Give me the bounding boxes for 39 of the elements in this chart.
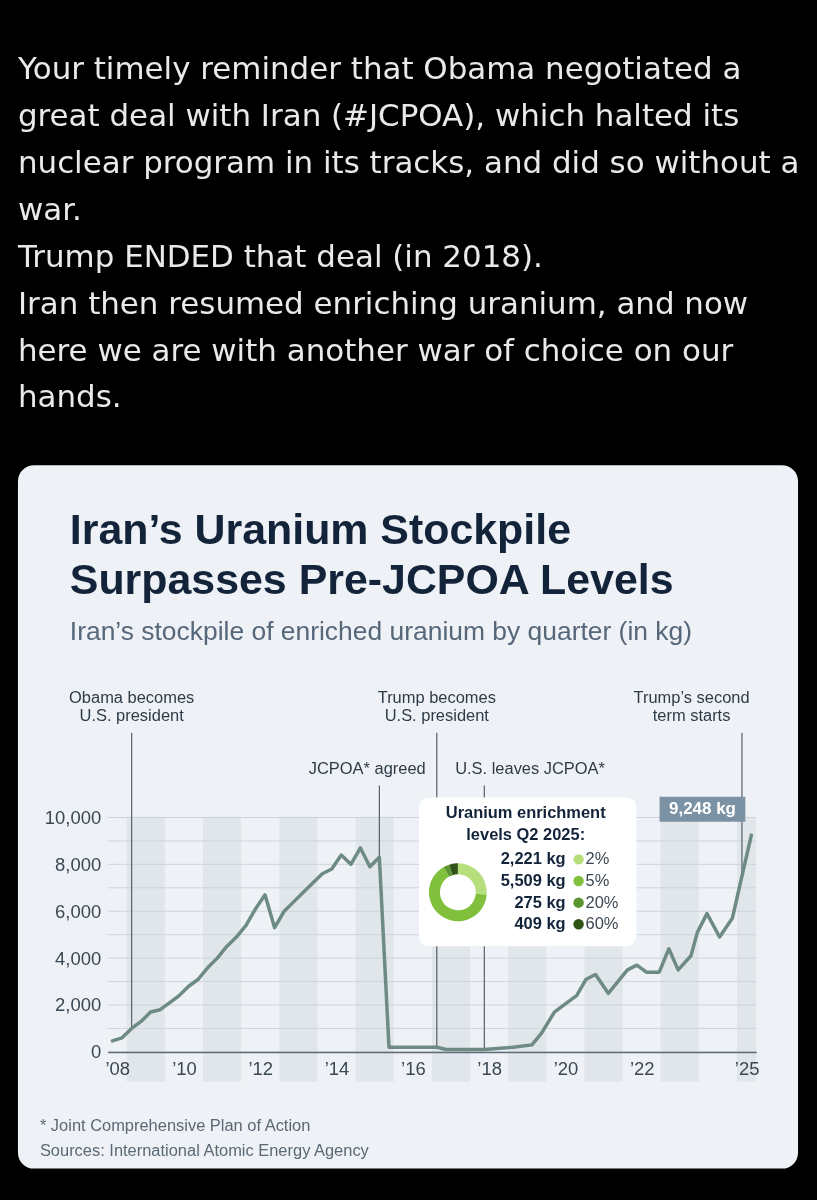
chart-title: Uranium enrichment levels Q2 2025: — [445, 803, 607, 844]
legend-label: 60% — [585, 914, 619, 933]
legend-label: 5% — [585, 871, 610, 889]
x-tick-label: ’18 — [477, 1058, 502, 1080]
donut-slice — [428, 867, 487, 922]
y-tick-label: 10,000 — [44, 806, 102, 828]
text: Your timely reminder that Obama negotiated a great deal with Iran (#JCPOA), which halted its nuclear program in its tracks, and did so without a war. Trump ENDED that deal (in 2018). Iran then resumed enriching uranium, and now here we are with another war of choice on our hands. — [16, 50, 800, 415]
data-label: 275 kg — [514, 892, 566, 911]
ref-line-label: Trump becomes U.S. president — [377, 687, 496, 724]
ref-line-label: Obama becomes U.S. president — [69, 687, 195, 724]
text: * Joint Comprehensive Plan of Action — [39, 1115, 311, 1134]
y-tick-label: 2,000 — [55, 994, 102, 1016]
x-tick-label: ’20 — [553, 1058, 579, 1080]
legend-label: 2% — [585, 849, 610, 868]
donut-slice — [457, 863, 487, 895]
y-tick-label: 8,000 — [55, 853, 102, 875]
ref-line-label: U.S. leaves JCPOA* — [455, 758, 606, 777]
x-tick-label: ’12 — [248, 1058, 274, 1080]
donut-slice — [443, 864, 453, 877]
data-label: 5,509 kg — [500, 871, 566, 889]
chart-subtitle: Iran’s stockpile of enriched uranium by quarter (in kg) — [69, 615, 693, 646]
ref-line-label: JCPOA* agreed — [308, 758, 426, 777]
x-tick-label: ’10 — [172, 1058, 197, 1080]
donut-slice — [449, 863, 458, 876]
chart-title: Iran’s Uranium Stockpile Surpasses Pre-JCPOA Levels — [69, 505, 674, 604]
source-note: Sources: International Atomic Energy Agency — [39, 1140, 370, 1159]
legend-label: 20% — [585, 892, 619, 911]
x-tick-label: ’25 — [734, 1058, 760, 1080]
y-tick-label: 4,000 — [55, 947, 102, 969]
x-tick-label: ’22 — [629, 1058, 655, 1080]
x-tick-label: ’08 — [105, 1058, 131, 1080]
data-label: 2,221 kg — [500, 849, 566, 868]
y-tick-label: 0 — [90, 1041, 102, 1063]
annotation: 9,248 kg — [669, 799, 736, 819]
y-tick-label: 6,000 — [55, 900, 102, 922]
x-tick-label: ’16 — [401, 1058, 426, 1080]
x-tick-label: ’14 — [324, 1058, 350, 1080]
data-label: 409 kg — [514, 914, 566, 933]
ref-line-label: Trump’s second term starts — [633, 687, 750, 724]
